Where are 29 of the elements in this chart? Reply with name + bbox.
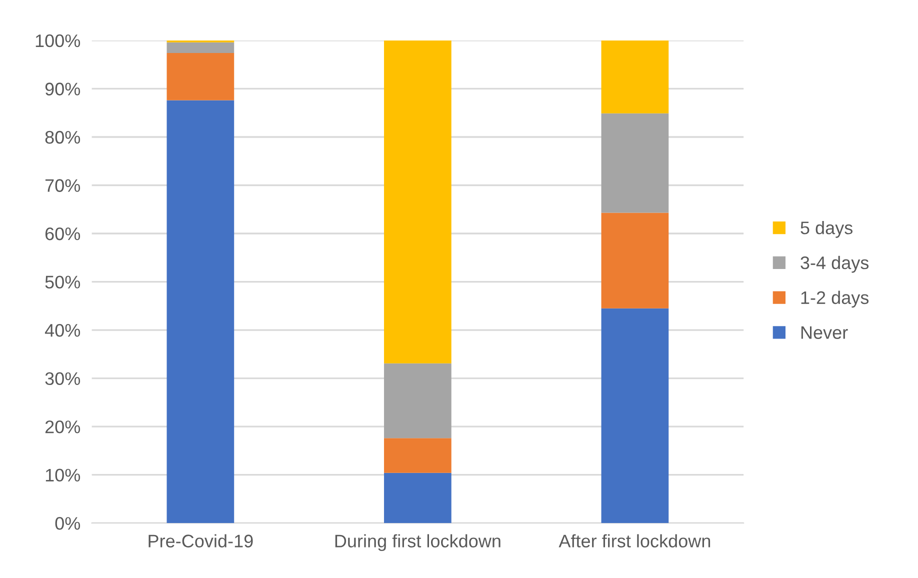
y-tick-label: 10% xyxy=(46,468,80,482)
legend-label: Never xyxy=(801,326,848,339)
y-tick-label: 30% xyxy=(45,372,80,386)
legend-label: 5 days xyxy=(800,221,852,238)
x-tick-label: Pre-Covid-19 xyxy=(148,534,253,548)
y-tick-label: 100% xyxy=(36,34,80,48)
bar xyxy=(384,472,452,524)
bar xyxy=(166,53,234,100)
x-tick-label: After first lockdown xyxy=(558,534,710,548)
bar xyxy=(384,40,452,364)
bar xyxy=(166,42,234,54)
legend-label: 1-2 days xyxy=(801,290,869,308)
y-tick-label: 0% xyxy=(55,517,80,530)
y-tick-label: 70% xyxy=(45,179,80,192)
y-tick-label: 90% xyxy=(45,82,80,96)
bar xyxy=(601,308,669,524)
bar xyxy=(384,438,452,473)
bar xyxy=(601,212,669,308)
y-tick-label: 20% xyxy=(45,420,80,434)
y-tick-label: 40% xyxy=(44,324,80,337)
y-tick-label: 80% xyxy=(45,130,80,144)
x-tick-label: During first lockdown xyxy=(335,534,500,552)
y-tick-label: 60% xyxy=(45,227,80,240)
bar xyxy=(384,363,452,438)
legend-label: 3-4 days xyxy=(800,256,869,273)
bar xyxy=(601,113,669,213)
y-tick-label: 50% xyxy=(45,276,80,288)
bar xyxy=(166,100,234,524)
bar xyxy=(601,40,669,114)
